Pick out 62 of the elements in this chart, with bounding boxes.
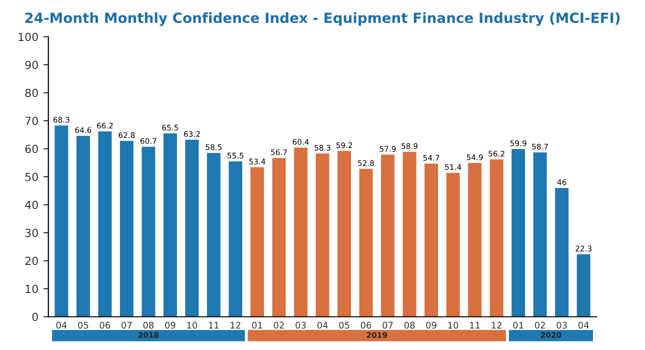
x-tick-label: 07: [382, 322, 393, 329]
x-tick-label: 02: [534, 322, 545, 329]
x-tick-label: 10: [448, 322, 458, 329]
bar: [576, 254, 590, 317]
bar: [512, 149, 526, 317]
y-tick-label: 100: [18, 32, 38, 42]
x-tick-label: 11: [208, 322, 219, 328]
x-tick-label: 08: [404, 322, 415, 329]
bar: [555, 188, 569, 317]
bar: [185, 140, 199, 317]
bar: [250, 167, 264, 317]
bar: [120, 140, 134, 317]
bar: [272, 158, 286, 317]
x-tick-label: 07: [122, 322, 132, 329]
bar: [206, 152, 220, 317]
x-tick-label: 05: [339, 322, 350, 329]
x-tick-label: 11: [470, 322, 480, 328]
x-tick-label: 03: [296, 322, 306, 329]
x-tick-label: 04: [317, 322, 328, 329]
y-tick-label: 20: [25, 256, 38, 266]
chart-title: 24-Month Monthly Confidence Index - Equipment Finance Industry (MCI-EFI): [25, 12, 620, 26]
x-tick-label: 09: [165, 322, 176, 329]
bar: [468, 163, 482, 317]
y-tick-label: 90: [25, 60, 38, 70]
bar: [424, 164, 438, 317]
bar: [98, 131, 112, 317]
bar: [446, 172, 460, 317]
x-tick-label: 02: [274, 322, 284, 329]
bar: [381, 154, 395, 317]
x-tick-label: 12: [230, 322, 240, 328]
bar: [228, 161, 242, 317]
y-tick-label: 50: [25, 172, 38, 182]
bar: [338, 150, 351, 317]
bar: [142, 146, 156, 317]
y-tick-label: 60: [25, 144, 38, 154]
x-tick-label: 04: [578, 322, 589, 329]
bar: [294, 148, 308, 317]
x-tick-label: 12: [492, 322, 502, 328]
bar: [402, 152, 416, 317]
y-tick-label: 10: [26, 284, 38, 294]
x-tick-label: 05: [78, 322, 88, 329]
bar: [163, 133, 177, 317]
bar: [316, 154, 330, 317]
x-tick-label: 03: [556, 322, 567, 329]
bar: [533, 152, 547, 317]
x-tick-label: 09: [426, 322, 436, 329]
y-tick-label: 40: [25, 200, 38, 210]
bar: [54, 126, 68, 317]
y-tick-label: 0: [32, 312, 38, 322]
x-tick-label: 06: [360, 322, 372, 329]
y-tick-label: 30: [25, 228, 38, 238]
bar: [359, 168, 373, 317]
x-tick-label: 01: [252, 322, 262, 329]
bar: [76, 136, 90, 317]
x-tick-label: 10: [187, 322, 198, 329]
x-tick-label: 01: [513, 322, 524, 329]
x-tick-label: 08: [143, 322, 154, 329]
y-tick-label: 80: [25, 88, 38, 98]
x-tick-label: 06: [100, 322, 110, 329]
x-tick-label: 04: [56, 322, 67, 329]
bar: [490, 159, 504, 317]
y-tick-label: 70: [25, 116, 38, 126]
